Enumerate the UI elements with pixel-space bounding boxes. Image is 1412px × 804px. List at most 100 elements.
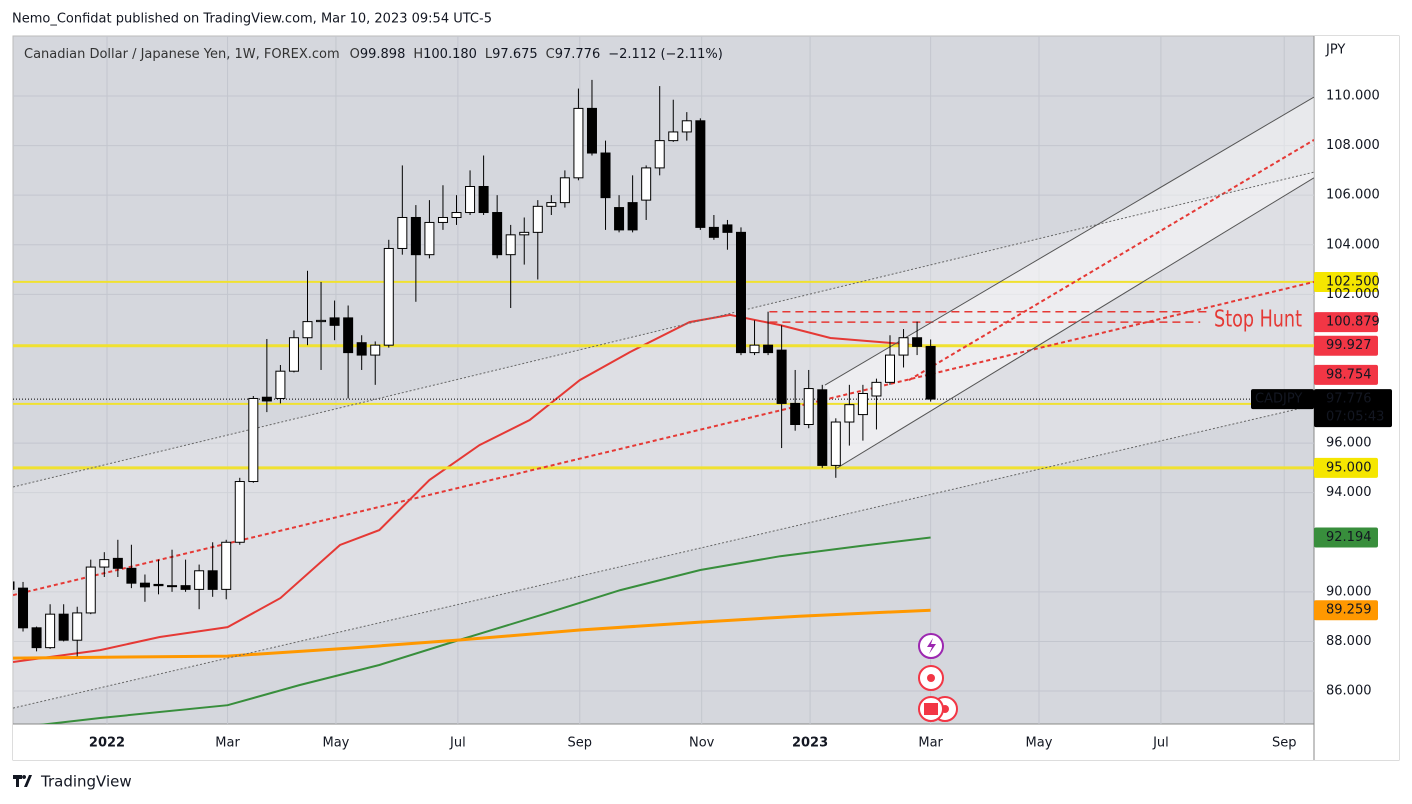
candle-body [912, 337, 923, 347]
candle-body [817, 389, 828, 466]
candle-body [871, 381, 882, 397]
overlay-line [39, 536, 931, 724]
overlay-line [13, 608, 931, 660]
price-label-box [1314, 335, 1378, 356]
y-tick-label: 96.000 [1326, 436, 1372, 451]
candle-body [681, 120, 692, 133]
candle-body [288, 337, 299, 372]
candle-body [614, 207, 625, 231]
candle-body [641, 167, 652, 201]
candle-body [695, 120, 706, 228]
candle-body [180, 585, 191, 590]
legend-title: Canadian Dollar / Japanese Yen, 1W, FORE… [24, 47, 340, 62]
y-tick-label: 90.000 [1326, 584, 1372, 599]
candle-body [13, 581, 15, 590]
legend-change: −2.112 (−2.11%) [608, 47, 723, 62]
y-tick-label: 102.000 [1326, 287, 1380, 302]
candle-body [99, 559, 110, 568]
candle-body [451, 212, 462, 218]
legend-value: 97.776 [555, 47, 601, 62]
candle-body [18, 587, 29, 629]
time-axis [13, 724, 1314, 760]
candle-body [519, 231, 530, 236]
candle-body [370, 344, 381, 356]
candle-body [302, 321, 313, 339]
candle-body [492, 212, 503, 256]
candle-body [72, 612, 83, 641]
candle-body [397, 216, 408, 249]
candle-body [424, 221, 435, 256]
candle-body [329, 317, 340, 326]
candle-body [316, 319, 327, 323]
legend-key: C [546, 47, 555, 62]
overlay-line [13, 171, 1314, 488]
symbol-label: CADJPY [1255, 392, 1302, 407]
price-label: 92.194 [1326, 530, 1372, 545]
candle-body [803, 388, 814, 426]
countdown: 07:05:43 [1326, 410, 1384, 425]
candle-body [207, 570, 218, 590]
candle-body [600, 152, 611, 199]
candle-body [586, 107, 597, 154]
candle-body [735, 231, 746, 354]
candle-body [126, 567, 137, 584]
candle-body [194, 570, 205, 590]
overlay-line [908, 139, 1314, 381]
candle-body [776, 349, 787, 404]
price-label: 95.000 [1326, 460, 1372, 475]
legend-value: 99.898 [360, 47, 406, 62]
y-tick-label: 106.000 [1326, 188, 1380, 203]
x-tick-label: 2022 [89, 736, 125, 751]
candle-body [505, 234, 516, 256]
price-label: 100.879 [1326, 315, 1380, 330]
candle-body [45, 613, 56, 649]
candle-body [58, 613, 69, 641]
legend-value: 100.180 [423, 47, 477, 62]
candle-body [410, 216, 421, 256]
candle-body [112, 557, 123, 569]
plot [13, 36, 1314, 724]
overlay-line [13, 280, 1314, 597]
candle-body [221, 541, 232, 590]
x-tick-label: May [1026, 736, 1053, 751]
x-tick-label: Sep [1272, 736, 1297, 751]
candle-body [139, 582, 150, 588]
price-label: 99.927 [1326, 338, 1372, 353]
y-tick-label: 94.000 [1326, 485, 1372, 500]
candle-body [356, 342, 367, 356]
event-icons [918, 633, 958, 722]
event-glyph [927, 674, 935, 682]
candle-body [234, 481, 245, 543]
candle-body [884, 354, 895, 383]
legend-key: L [485, 47, 493, 62]
price-label-box [1314, 271, 1378, 292]
candle-body [465, 185, 476, 214]
brand-name: TradingView [40, 773, 132, 791]
price-label-box [1314, 457, 1378, 478]
candle-body [668, 131, 679, 142]
candle-body [478, 185, 489, 214]
x-tick-label: Sep [568, 736, 593, 751]
x-tick-label: 2023 [792, 736, 828, 751]
x-tick-label: Nov [689, 736, 715, 751]
legend-key: H [413, 47, 423, 62]
candle-body [153, 583, 164, 587]
candle-body [261, 396, 272, 402]
price-label: 89.259 [1326, 603, 1372, 618]
candle-body [559, 177, 570, 204]
y-tick-label: 86.000 [1326, 684, 1372, 699]
candle-body [830, 421, 841, 466]
y-tick-label: 108.000 [1326, 138, 1380, 153]
candle-body [275, 370, 286, 399]
x-tick-label: Jul [449, 736, 466, 751]
last-price-label: 97.776 [1326, 392, 1372, 407]
price-label: 102.500 [1326, 274, 1380, 289]
symbol-box [1251, 389, 1314, 410]
candle-body [437, 216, 448, 223]
axis-unit: JPY [1325, 43, 1345, 58]
candle-body [85, 566, 96, 614]
legend-value: 97.675 [492, 47, 538, 62]
event-glyph [924, 703, 938, 715]
brand-logo [13, 775, 32, 787]
